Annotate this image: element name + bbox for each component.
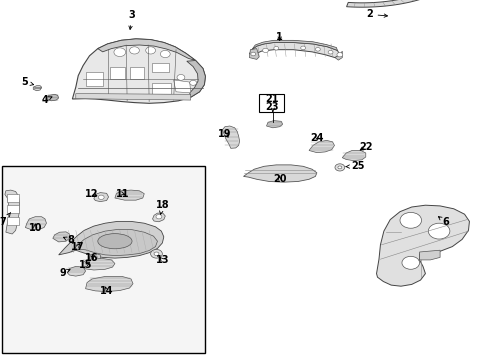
Circle shape	[160, 50, 170, 58]
Polygon shape	[266, 121, 282, 128]
Polygon shape	[89, 253, 101, 262]
Circle shape	[337, 166, 341, 169]
Text: 17: 17	[70, 242, 84, 252]
Polygon shape	[85, 72, 102, 86]
Text: 11: 11	[115, 189, 129, 199]
Polygon shape	[151, 83, 171, 94]
Circle shape	[315, 48, 320, 51]
Polygon shape	[33, 86, 41, 91]
Polygon shape	[243, 165, 316, 182]
Circle shape	[336, 53, 342, 57]
Text: 9: 9	[59, 267, 70, 278]
Text: 24: 24	[309, 132, 323, 143]
Text: 21: 21	[264, 94, 278, 104]
Polygon shape	[334, 51, 342, 60]
Polygon shape	[25, 217, 46, 230]
Polygon shape	[82, 258, 115, 270]
Circle shape	[273, 46, 278, 50]
Circle shape	[334, 164, 344, 171]
Circle shape	[427, 223, 449, 239]
Circle shape	[150, 249, 162, 258]
Polygon shape	[115, 190, 144, 200]
Polygon shape	[173, 80, 190, 93]
Circle shape	[92, 256, 97, 259]
Text: 12: 12	[85, 189, 99, 199]
Circle shape	[250, 52, 255, 56]
Circle shape	[189, 80, 196, 85]
Polygon shape	[59, 221, 163, 258]
Circle shape	[401, 256, 419, 269]
Polygon shape	[46, 94, 59, 101]
Polygon shape	[110, 67, 124, 79]
Bar	[2, 166, 205, 353]
Ellipse shape	[98, 234, 132, 249]
Polygon shape	[129, 67, 144, 79]
Text: 19: 19	[218, 129, 231, 139]
Polygon shape	[67, 266, 85, 276]
Circle shape	[327, 50, 332, 54]
Circle shape	[156, 215, 162, 219]
Polygon shape	[249, 49, 259, 59]
Polygon shape	[342, 150, 365, 161]
Circle shape	[262, 48, 268, 53]
Circle shape	[98, 195, 104, 199]
Circle shape	[129, 47, 139, 54]
Text: 5: 5	[21, 77, 34, 87]
Circle shape	[114, 48, 125, 57]
Polygon shape	[152, 213, 165, 222]
Polygon shape	[376, 205, 468, 286]
Polygon shape	[5, 190, 20, 234]
Polygon shape	[151, 63, 168, 72]
Polygon shape	[72, 39, 205, 103]
Circle shape	[399, 212, 421, 228]
Circle shape	[177, 75, 184, 80]
Text: 14: 14	[100, 286, 113, 296]
Text: 2: 2	[365, 9, 386, 19]
Circle shape	[154, 252, 159, 256]
Polygon shape	[7, 194, 19, 202]
Polygon shape	[94, 193, 108, 202]
Polygon shape	[71, 229, 157, 256]
Text: 16: 16	[85, 253, 99, 263]
Polygon shape	[251, 40, 337, 50]
Polygon shape	[7, 217, 19, 225]
Text: 7: 7	[0, 212, 11, 228]
Text: 3: 3	[128, 10, 135, 30]
Text: 4: 4	[41, 95, 52, 105]
Polygon shape	[419, 250, 439, 260]
Text: 10: 10	[28, 222, 42, 233]
Polygon shape	[186, 60, 205, 97]
Polygon shape	[7, 205, 19, 213]
Polygon shape	[85, 276, 133, 292]
Text: 18: 18	[155, 200, 169, 214]
Polygon shape	[98, 39, 195, 60]
Polygon shape	[222, 126, 239, 148]
Text: 13: 13	[155, 255, 169, 265]
Text: 15: 15	[79, 260, 92, 270]
Text: 20: 20	[272, 174, 286, 184]
Circle shape	[145, 47, 155, 54]
Text: 23: 23	[264, 102, 278, 112]
Polygon shape	[308, 140, 334, 153]
Polygon shape	[346, 0, 458, 7]
Polygon shape	[53, 232, 69, 242]
Circle shape	[300, 46, 305, 50]
Bar	[259, 94, 283, 112]
Polygon shape	[76, 94, 190, 100]
Text: 1: 1	[276, 32, 283, 42]
Text: 8: 8	[63, 235, 74, 246]
Text: 22: 22	[358, 142, 372, 152]
Text: 25: 25	[345, 161, 364, 171]
Polygon shape	[249, 42, 339, 58]
Text: 6: 6	[438, 217, 448, 228]
